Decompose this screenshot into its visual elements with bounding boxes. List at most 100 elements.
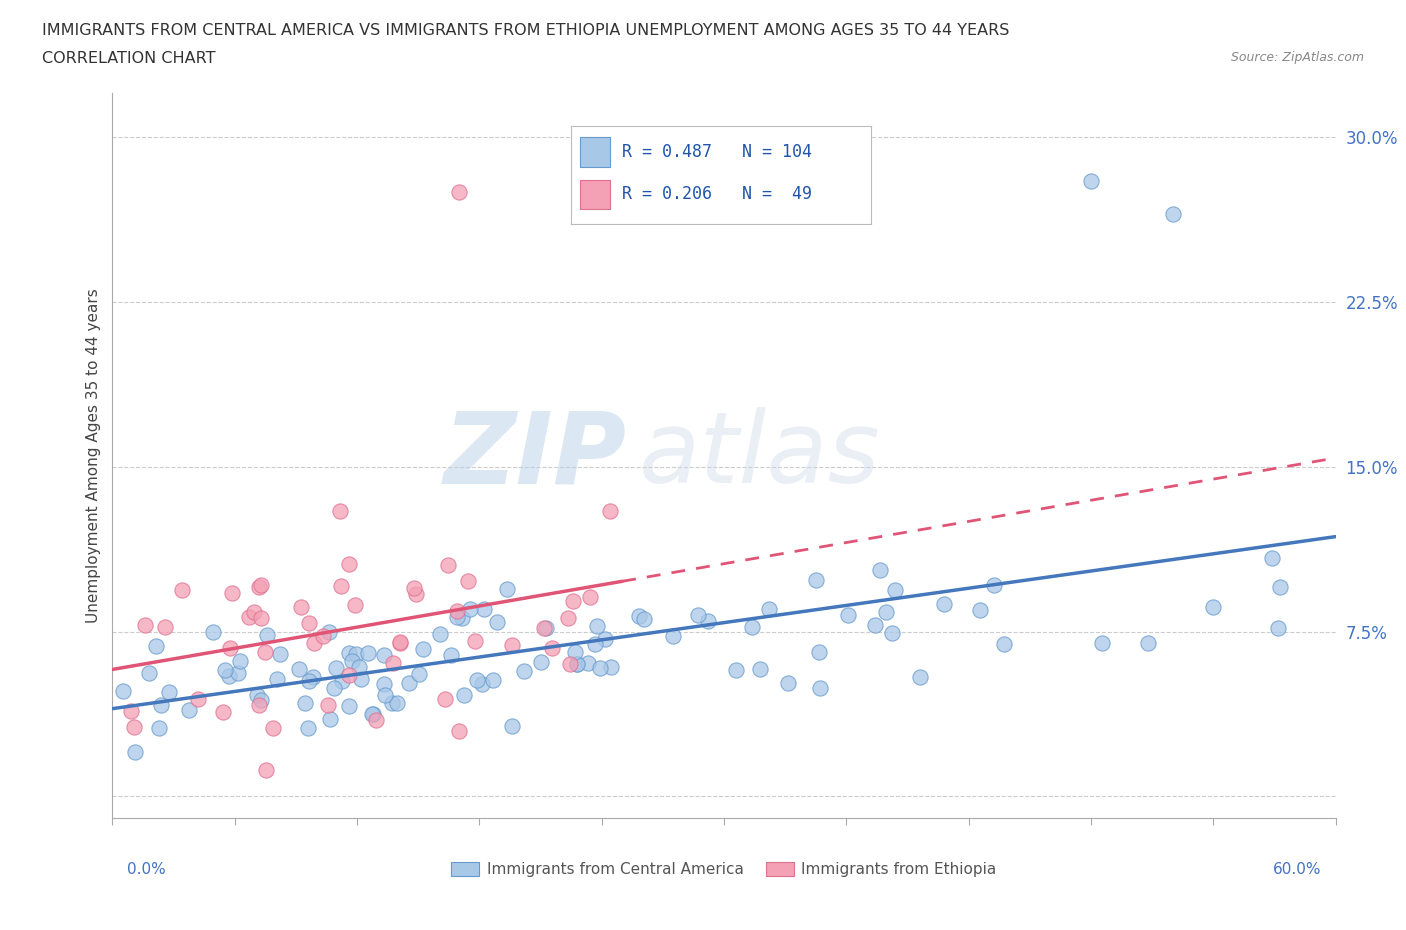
Point	[226, 666, 249, 681]
Point	[187, 692, 209, 707]
Point	[1261, 551, 1284, 565]
Point	[322, 681, 344, 696]
Point	[725, 663, 748, 678]
Point	[243, 604, 266, 619]
Point	[373, 676, 395, 691]
Point	[254, 763, 277, 777]
Point	[381, 696, 404, 711]
Point	[748, 661, 770, 676]
Point	[863, 618, 886, 632]
Point	[316, 698, 339, 712]
Point	[465, 672, 488, 687]
Point	[402, 580, 425, 595]
Point	[298, 673, 321, 688]
Point	[157, 684, 180, 699]
Point	[398, 676, 420, 691]
Point	[447, 184, 470, 199]
Point	[246, 687, 269, 702]
Point	[238, 609, 260, 624]
Point	[250, 610, 273, 625]
Point	[247, 698, 270, 712]
Point	[1267, 620, 1289, 635]
Point	[513, 664, 536, 679]
Point	[153, 620, 176, 635]
Point	[361, 707, 384, 722]
Point	[221, 585, 243, 600]
Point	[357, 645, 380, 660]
Point	[993, 636, 1015, 651]
Point	[170, 583, 193, 598]
Point	[388, 635, 411, 650]
Point	[460, 602, 482, 617]
Point	[405, 587, 427, 602]
Point	[593, 631, 616, 646]
Point	[179, 703, 201, 718]
Point	[837, 607, 859, 622]
Point	[350, 671, 373, 686]
Point	[254, 644, 277, 659]
Point	[361, 707, 384, 722]
Point	[290, 600, 312, 615]
Point	[229, 653, 252, 668]
Point	[262, 721, 284, 736]
Point	[453, 687, 475, 702]
Point	[347, 659, 370, 674]
Text: Source: ZipAtlas.com: Source: ZipAtlas.com	[1230, 51, 1364, 64]
Point	[212, 705, 235, 720]
Point	[247, 579, 270, 594]
Point	[337, 556, 360, 571]
Point	[471, 677, 494, 692]
Point	[558, 657, 581, 671]
Point	[294, 696, 316, 711]
Point	[297, 721, 319, 736]
Point	[589, 661, 612, 676]
Point	[486, 614, 509, 629]
Point	[808, 644, 831, 659]
Point	[124, 745, 146, 760]
Point	[385, 696, 408, 711]
Point	[983, 578, 1005, 592]
Point	[482, 672, 505, 687]
Point	[446, 610, 468, 625]
Point	[218, 669, 240, 684]
Point	[148, 721, 170, 736]
Point	[389, 636, 412, 651]
Point	[910, 670, 932, 684]
Point	[219, 641, 242, 656]
Point	[318, 624, 340, 639]
Point	[586, 618, 609, 633]
Text: 0.0%: 0.0%	[127, 862, 166, 877]
Point	[564, 645, 586, 660]
Point	[138, 666, 160, 681]
Point	[576, 656, 599, 671]
Text: 60.0%: 60.0%	[1274, 862, 1322, 877]
Point	[808, 681, 831, 696]
Point	[319, 712, 342, 727]
Point	[381, 656, 404, 671]
Text: ZIP: ZIP	[443, 407, 626, 504]
Point	[330, 673, 353, 688]
Point	[374, 688, 396, 703]
Point	[875, 604, 897, 619]
Point	[149, 698, 172, 713]
Point	[446, 604, 468, 618]
Point	[112, 684, 135, 698]
Point	[628, 608, 651, 623]
Point	[344, 647, 367, 662]
Point	[440, 648, 463, 663]
Point	[533, 620, 555, 635]
Point	[464, 633, 486, 648]
Point	[302, 635, 325, 650]
Point	[501, 637, 523, 652]
Point	[120, 704, 142, 719]
Point	[882, 626, 904, 641]
Point	[1080, 174, 1102, 189]
Point	[269, 647, 291, 662]
Point	[1091, 635, 1114, 650]
Point	[565, 657, 588, 671]
Point	[201, 625, 224, 640]
Point	[633, 612, 655, 627]
Point	[501, 719, 523, 734]
Point	[778, 675, 800, 690]
Point	[599, 504, 621, 519]
